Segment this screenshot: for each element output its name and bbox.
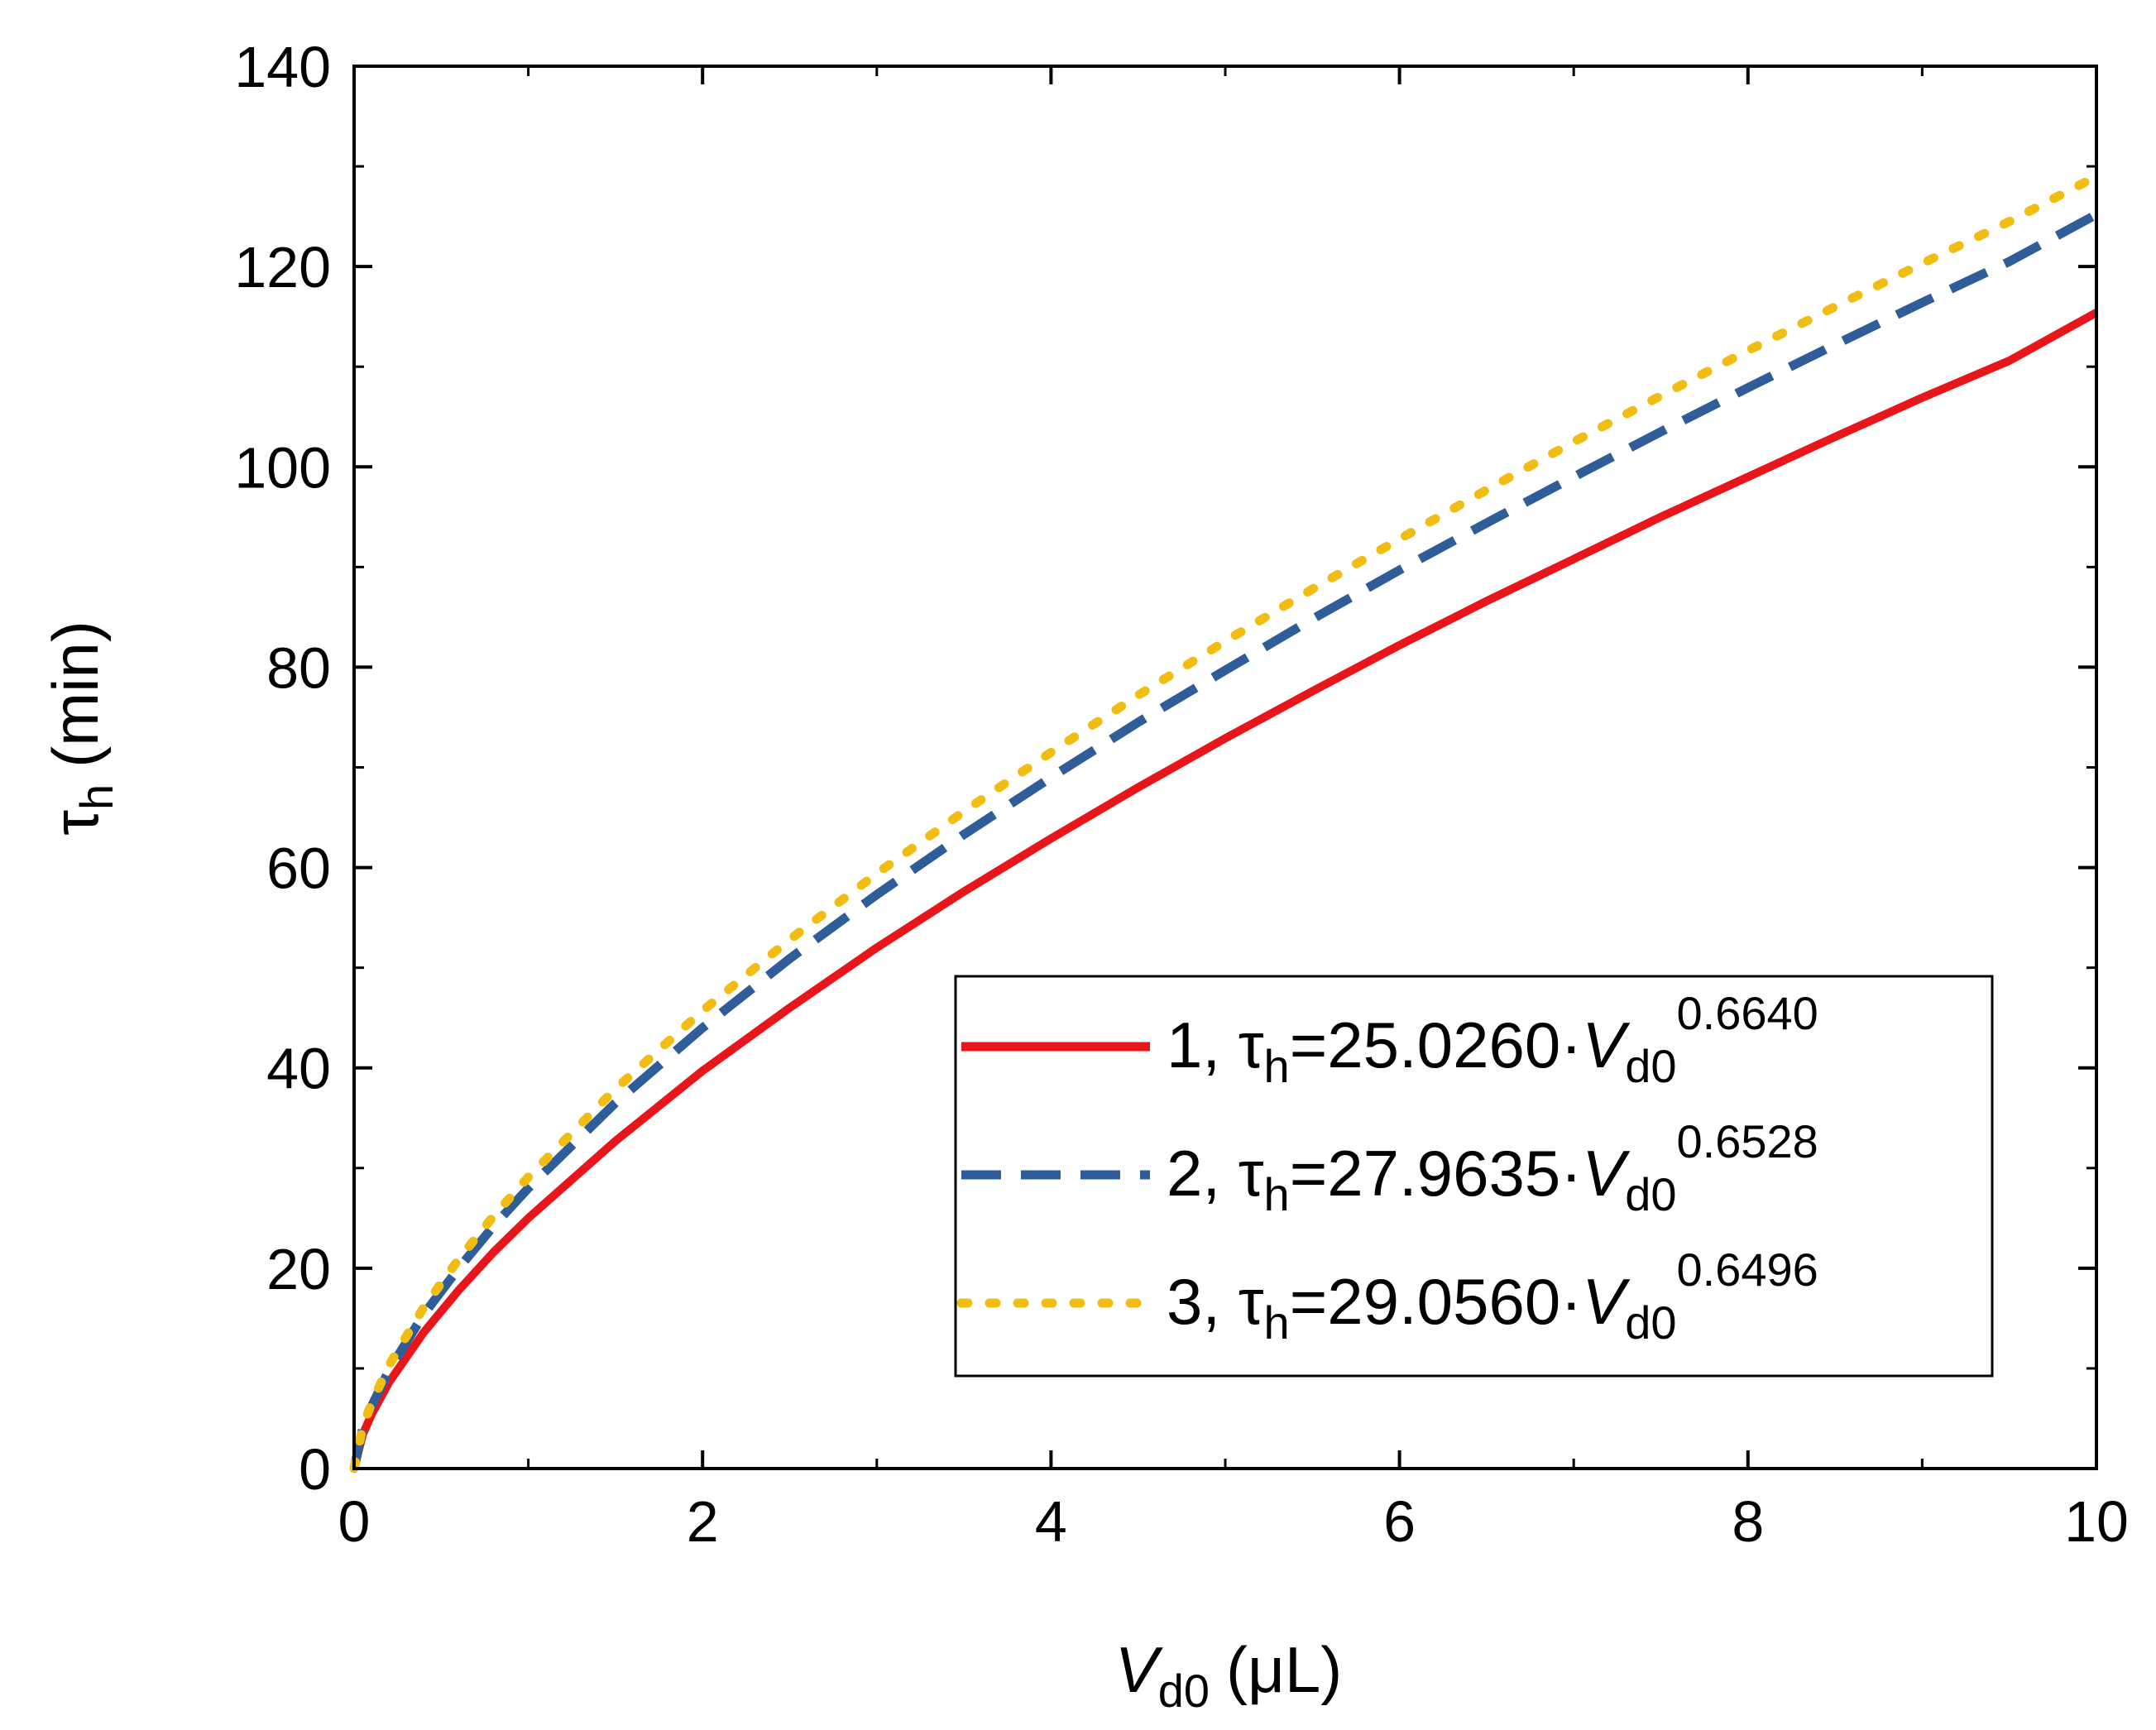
series-layer — [349, 171, 2101, 1474]
y-axis-label-sub: h — [70, 784, 122, 810]
legend-text-series-2: 2, τh=27.9635·Vd00.6528 — [1167, 1115, 1818, 1220]
series-line-1 — [350, 309, 2099, 1470]
x-axis-label-unit: (μL) — [1226, 1633, 1342, 1706]
x-tick-label: 8 — [1732, 1489, 1764, 1554]
series-line-3 — [349, 171, 2101, 1474]
y-tick-label: 0 — [299, 1437, 331, 1502]
x-tick-label: 10 — [2064, 1489, 2129, 1554]
legend-text-series-3: 3, τh=29.0560·Vd00.6496 — [1167, 1244, 1818, 1349]
legend-text-series-1: 1, τh=25.0260·Vd00.6640 — [1167, 987, 1818, 1092]
series-line-2 — [349, 210, 2099, 1470]
y-tick-label: 40 — [266, 1037, 331, 1101]
y-tick-label: 120 — [234, 235, 331, 300]
legend: 1, τh=25.0260·Vd00.6640 2, τh=27.9635·Vd… — [954, 975, 1994, 1378]
x-tick-label: 6 — [1383, 1489, 1416, 1554]
y-axis-label: τh (min) — [39, 621, 122, 836]
x-tick-label: 4 — [1035, 1489, 1067, 1554]
y-axis-label-unit: (min) — [39, 621, 112, 768]
y-tick-label: 20 — [266, 1237, 331, 1301]
x-tick-label: 0 — [338, 1489, 371, 1554]
y-tick-label: 140 — [234, 35, 331, 99]
x-axis-label-var: V — [1115, 1633, 1164, 1706]
y-tick-label: 80 — [266, 635, 331, 700]
y-axis-label-var: τ — [39, 810, 112, 836]
y-tick-label: 100 — [234, 435, 331, 500]
y-tick-label: 60 — [266, 836, 331, 901]
x-axis-label-sub: d0 — [1158, 1665, 1210, 1717]
x-axis-label: Vd0 (μL) — [1115, 1633, 1343, 1717]
x-tick-label: 2 — [687, 1489, 719, 1554]
